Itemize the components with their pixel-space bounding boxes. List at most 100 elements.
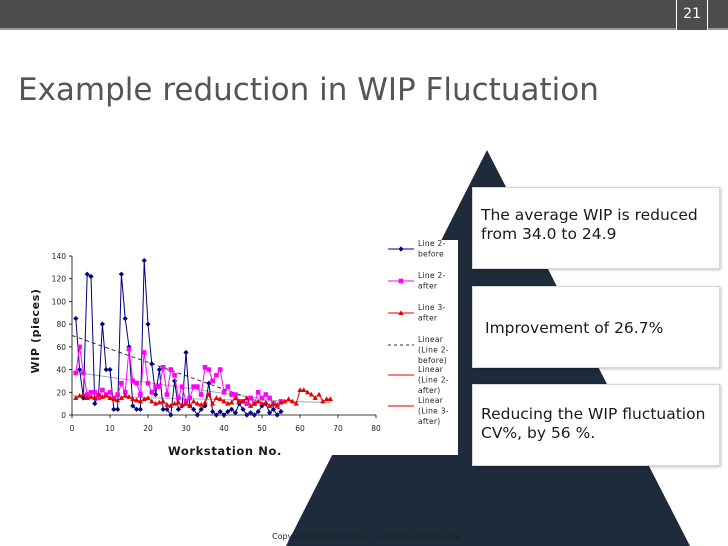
data-point: [251, 412, 257, 418]
data-point: [149, 398, 155, 404]
data-point: [168, 403, 174, 408]
y-tick-label: 60: [56, 343, 66, 352]
data-point: [274, 401, 280, 407]
legend-marker: [398, 246, 404, 252]
data-point: [118, 395, 124, 400]
data-point: [259, 395, 265, 401]
x-tick-label: 50: [257, 424, 267, 433]
data-point: [229, 392, 234, 397]
y-tick-label: 0: [61, 411, 66, 420]
data-point: [84, 271, 90, 277]
data-point: [100, 387, 105, 393]
data-point: [130, 403, 136, 409]
data-point: [233, 392, 238, 397]
chart-background: [18, 240, 458, 455]
data-point: [244, 412, 250, 418]
callout-cv-reduction-text: Reducing the WIP fluctuation CV%, by 56 …: [481, 405, 706, 443]
data-point: [160, 398, 166, 404]
data-point: [164, 392, 170, 397]
data-point: [96, 391, 102, 397]
data-point: [263, 392, 269, 397]
legend-marker: [398, 310, 404, 315]
legend-item-linear-line-3-after: Linear (Line 3-after): [388, 396, 449, 426]
legend-label: (Line 3-: [418, 407, 449, 416]
data-point: [164, 401, 170, 407]
data-point: [156, 366, 162, 373]
legend-label: before: [418, 250, 444, 259]
data-point: [324, 396, 330, 402]
data-point: [229, 406, 235, 412]
data-point: [221, 389, 227, 395]
data-point: [248, 395, 253, 401]
data-point: [88, 394, 94, 399]
data-point: [320, 398, 326, 404]
legend-label: Linear: [418, 396, 444, 405]
data-point: [81, 370, 86, 376]
data-point: [248, 410, 254, 416]
data-point: [213, 395, 219, 400]
data-point: [122, 392, 128, 398]
legend-label: after: [418, 314, 438, 323]
x-tick-label: 20: [143, 424, 153, 433]
data-point: [210, 408, 216, 415]
data-point: [274, 412, 280, 418]
data-point: [134, 397, 140, 403]
legend-label: (Line 2-: [418, 376, 449, 385]
data-point: [217, 396, 223, 402]
data-point: [236, 398, 242, 404]
legend-label: Linear: [418, 365, 444, 374]
data-point: [206, 391, 212, 397]
legend-label: (Line 2-: [418, 346, 449, 355]
legend-label: Line 3-: [418, 303, 446, 312]
data-point: [175, 399, 181, 405]
data-point: [195, 384, 200, 389]
data-point: [267, 403, 273, 408]
data-point: [157, 384, 162, 389]
data-point: [115, 406, 121, 412]
data-point: [267, 410, 273, 416]
data-point: [176, 395, 181, 401]
data-point: [84, 392, 90, 397]
data-point: [301, 387, 307, 393]
data-point: [175, 406, 181, 412]
callout-cv-reduction: Reducing the WIP fluctuation CV%, by 56 …: [472, 384, 720, 466]
data-point: [130, 396, 136, 402]
data-point: [172, 378, 178, 384]
callout-improvement-text: Improvement of 26.7%: [485, 319, 664, 337]
data-point: [289, 398, 295, 404]
legend-marker: [398, 278, 404, 284]
data-point: [232, 395, 238, 400]
data-point: [191, 398, 197, 404]
data-point: [286, 396, 292, 402]
data-point: [145, 380, 151, 386]
data-point: [217, 367, 223, 372]
data-point: [96, 395, 101, 401]
data-point: [244, 401, 250, 406]
data-point: [305, 389, 311, 395]
legend-item-line-3-after: Line 3- after: [388, 303, 446, 323]
data-point: [194, 400, 200, 406]
data-point: [206, 367, 212, 372]
data-point: [225, 384, 231, 389]
data-point: [77, 344, 82, 350]
data-point: [316, 391, 322, 397]
data-point: [278, 408, 284, 415]
data-point: [213, 412, 219, 418]
data-point: [240, 398, 246, 404]
data-point: [282, 398, 288, 404]
copyright-text: Copyright 2008 © Marsh, Lanarolle, Ratna…: [272, 532, 461, 541]
legend-label: after: [418, 282, 438, 291]
header-bar: [0, 0, 728, 28]
data-point: [198, 392, 204, 397]
data-point: [168, 367, 174, 372]
data-point: [251, 400, 257, 406]
data-point: [187, 395, 193, 401]
data-point: [179, 384, 185, 389]
data-point: [270, 406, 276, 412]
y-tick-label: 40: [56, 366, 66, 375]
data-point: [172, 372, 177, 378]
legend-item-linear-line-2-after: Linear (Line 2-after): [388, 365, 449, 395]
data-point: [308, 391, 314, 397]
data-point: [122, 389, 128, 395]
data-point: [92, 401, 98, 407]
